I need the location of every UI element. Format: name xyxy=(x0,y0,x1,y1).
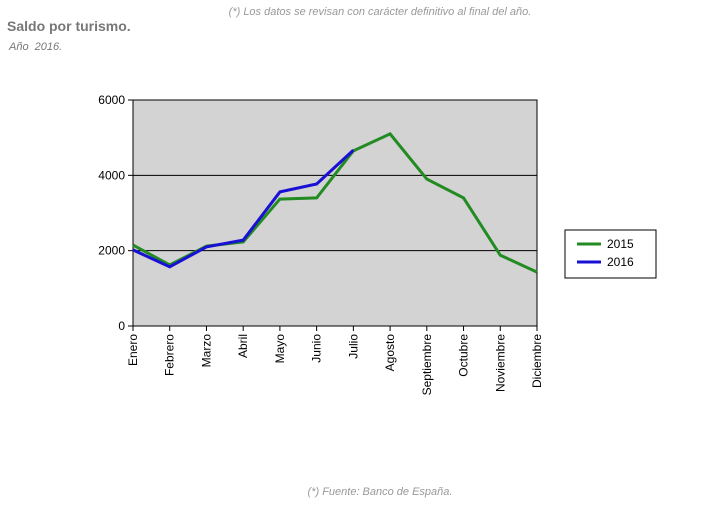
x-tick-label: Enero xyxy=(126,334,140,366)
legend-label: 2016 xyxy=(607,255,634,269)
line-series xyxy=(132,148,355,269)
note: (*) Los datos se revisan con carácter de… xyxy=(229,6,532,18)
x-tick-label: Mayo xyxy=(273,334,287,364)
subtitle: Año 2016. xyxy=(8,41,62,53)
source: (*) Fuente: Banco de España. xyxy=(308,486,453,498)
x-tick-label: Noviembre xyxy=(493,334,507,392)
y-tick-label: 2000 xyxy=(98,244,125,258)
x-tick-label: Diciembre xyxy=(530,334,544,388)
y-tick-label: 0 xyxy=(118,319,125,333)
y-tick-label: 4000 xyxy=(98,168,125,182)
x-tick-label: Agosto xyxy=(383,334,397,372)
plot-area xyxy=(132,99,538,327)
y-tick-label: 6000 xyxy=(98,93,125,107)
x-tick-label: Julio xyxy=(346,334,360,359)
legend-label: 2015 xyxy=(607,237,634,251)
x-tick-label: Abril xyxy=(236,334,250,358)
x-tick-label: Octubre xyxy=(457,334,471,377)
x-tick-label: Septiembre xyxy=(420,334,434,396)
x-tick-label: Junio xyxy=(310,334,324,363)
x-tick-label: Marzo xyxy=(199,334,213,368)
x-tick-label: Febrero xyxy=(163,334,177,376)
chart-title: Saldo por turismo. xyxy=(7,18,131,34)
legend xyxy=(564,229,657,279)
